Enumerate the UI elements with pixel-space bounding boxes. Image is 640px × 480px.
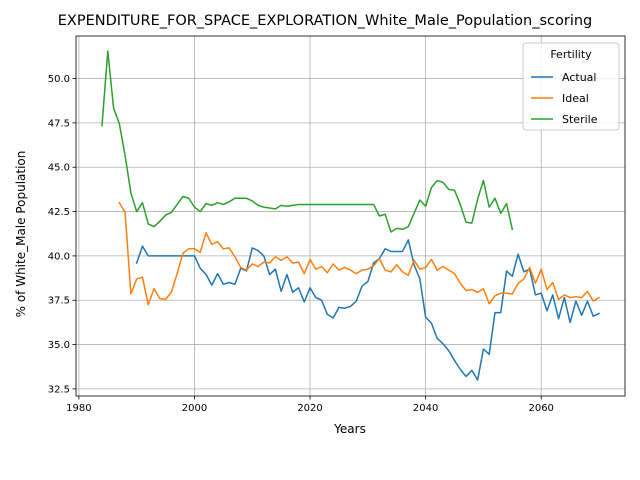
legend-label-ideal: Ideal xyxy=(562,92,589,105)
y-tick-label: 47.5 xyxy=(48,118,70,129)
legend: Fertility Actual Ideal Sterile xyxy=(522,42,620,131)
y-tick-label: 32.5 xyxy=(48,384,70,395)
axis-ticks: 1980 2000 2020 2040 2060 32.5 35.0 37.5 40.0 42.5… xyxy=(48,74,554,414)
y-tick-label: 45.0 xyxy=(48,163,70,174)
plot-frame xyxy=(75,35,626,397)
y-tick-label: 37.5 xyxy=(48,296,70,307)
y-tick-label: 35.0 xyxy=(48,340,70,351)
series-lines xyxy=(101,50,601,381)
y-tick-label: 50.0 xyxy=(48,74,70,85)
x-tick-label: 2040 xyxy=(413,403,438,414)
y-tick-label: 42.5 xyxy=(48,207,70,218)
y-tick-label: 40.0 xyxy=(48,251,70,262)
series-line-actual xyxy=(135,239,600,381)
legend-box xyxy=(522,42,620,131)
legend-title: Fertility xyxy=(550,48,592,61)
x-tick-label: 2020 xyxy=(297,403,322,414)
x-tick-label: 2000 xyxy=(182,403,207,414)
y-axis-title: % of White_Male Population xyxy=(14,151,28,318)
series-line-ideal xyxy=(118,201,601,306)
x-axis-title: Years xyxy=(333,422,366,436)
chart-title: EXPENDITURE_FOR_SPACE_EXPLORATION_White_… xyxy=(58,13,593,29)
series-line-sterile xyxy=(101,50,514,233)
legend-label-sterile: Sterile xyxy=(562,113,598,126)
x-tick-label: 1980 xyxy=(66,403,91,414)
x-tick-label: 2060 xyxy=(528,403,553,414)
legend-label-actual: Actual xyxy=(562,71,596,84)
